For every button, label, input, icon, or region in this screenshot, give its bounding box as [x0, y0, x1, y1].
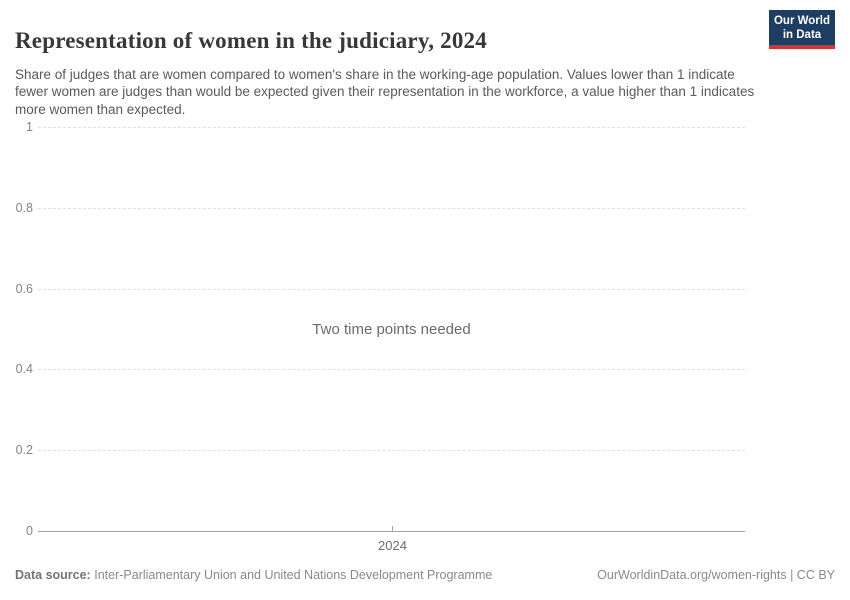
y-axis-tick-label: 1	[26, 120, 33, 134]
owid-logo[interactable]: Our World in Data	[769, 10, 835, 49]
page-title: Representation of women in the judiciary…	[15, 28, 487, 54]
gridline	[38, 208, 745, 209]
chart-footer: Data source: Inter-Parliamentary Union a…	[15, 568, 835, 582]
owid-logo-line1: Our World	[773, 15, 830, 27]
x-axis-line	[38, 531, 745, 532]
y-axis-tick-label: 0	[26, 524, 33, 538]
y-axis-tick-label: 0.2	[15, 443, 33, 457]
data-source-label: Data source:	[15, 568, 91, 582]
owid-logo-line2: in Data	[782, 29, 822, 41]
x-axis-tick-label: 2024	[378, 538, 407, 553]
chart-subtitle: Share of judges that are women compared …	[15, 66, 755, 117]
gridline	[38, 450, 745, 451]
y-axis-tick-label: 0.6	[15, 282, 33, 296]
y-axis-tick-label: 0.4	[15, 362, 33, 376]
data-source-text: Inter-Parliamentary Union and United Nat…	[94, 568, 493, 582]
x-axis-tick	[392, 526, 393, 531]
data-source-line: Data source: Inter-Parliamentary Union a…	[15, 568, 492, 582]
gridline	[38, 369, 745, 370]
y-axis-tick-label: 0.8	[15, 201, 33, 215]
gridline	[38, 127, 745, 128]
gridline	[38, 289, 745, 290]
credit-link[interactable]: OurWorldinData.org/women-rights | CC BY	[597, 568, 835, 582]
empty-chart-message: Two time points needed	[312, 321, 471, 338]
